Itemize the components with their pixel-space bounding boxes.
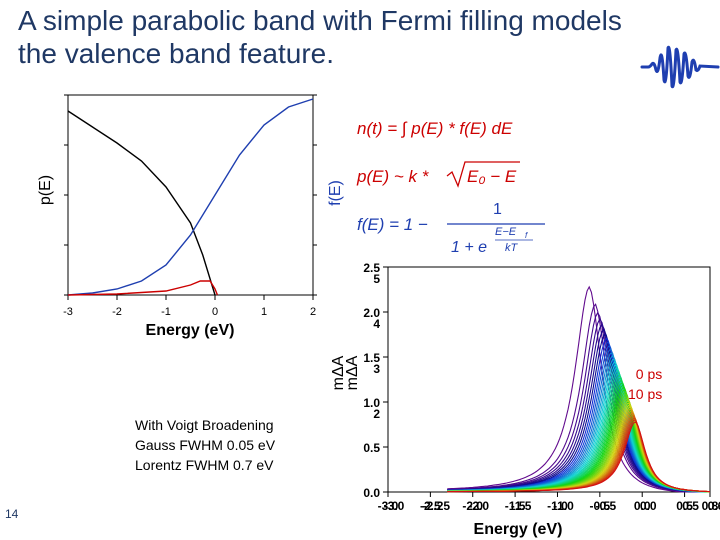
wave-packet-path (640, 45, 720, 89)
y-tick-label: 2.0 (363, 306, 380, 320)
x-tick-label: -2.5 (420, 499, 441, 513)
x-tick-label: -2 (112, 306, 122, 318)
x-tick-label: 0.5 (676, 499, 693, 513)
note-line-3: Lorentz FWHM 0.7 eV (135, 457, 274, 473)
x-tick-label: -2.0 (462, 499, 483, 513)
x-tick-label-overlap: 0.6 (708, 499, 720, 513)
x-tick-label-overlap: -0.5 (595, 499, 616, 513)
y-axis-label-secondary: mΔA (344, 355, 361, 390)
equation-f-e-lhs: f(E) = 1 − (357, 215, 428, 234)
legend-end: 10 ps (628, 386, 663, 402)
y-tick-label: 2.5 (363, 261, 380, 275)
x-tick-label: 2 (310, 306, 316, 318)
spectrum-curve (447, 285, 710, 493)
spectrum-curve (447, 311, 710, 493)
x-tick-label-overlap: -3.0 (384, 499, 405, 513)
sqrt-symbol (446, 161, 520, 188)
x-axis-label: Energy (eV) (146, 322, 235, 339)
x-tick-label-overlap: 0.0 (640, 499, 657, 513)
y-tick-label-secondary: 4 (373, 317, 380, 331)
time-legend: 0 ps 10 ps (628, 364, 662, 404)
equation-n-t: n(t) = ∫ p(E) * f(E) dE (357, 119, 513, 138)
equation-f-e-numerator: 1 (493, 201, 502, 218)
y-tick-label: 0.5 (363, 441, 380, 455)
series-line-2 (67, 280, 219, 296)
y-tick-label: 1.0 (363, 396, 380, 410)
x-tick-label: 0 (212, 306, 218, 318)
wave-packet-logo (640, 45, 720, 89)
spectrum-curve (447, 421, 711, 493)
equation-exp-subscript: f (525, 231, 528, 240)
x-tick-label-overlap: -2.25 (423, 499, 451, 513)
y-axis-label: mΔA (330, 355, 347, 390)
x-tick-label-overlap: -1.0 (553, 499, 574, 513)
y-axis-label-left: p(E) (37, 175, 54, 205)
note-line-1: With Voigt Broadening (135, 417, 274, 433)
x-tick-label: -1.0 (547, 499, 568, 513)
x-tick-label: -3.0 (378, 499, 399, 513)
x-tick-label: -1 (161, 306, 171, 318)
y-tick-label: 1.5 (363, 351, 380, 365)
x-tick-label: -0.5 (589, 499, 610, 513)
equation-exp-numerator: E−E (495, 226, 517, 238)
transient-absorption-chart: 0.0 0.5 1.0 1.5 2.0 2.55 4 3 2 -3.0-3.0 -2.5-2.25… (330, 261, 720, 538)
y-tick-label: 0.0 (363, 486, 380, 500)
x-tick-label-overlap: -2.0 (468, 499, 489, 513)
page-number: 14 (5, 507, 19, 521)
slide-title: A simple parabolic band with Fermi filli… (18, 5, 622, 69)
x-tick-label: -1.5 (505, 499, 526, 513)
plot-frame (67, 94, 314, 296)
dos-fermi-chart: -3 -2 -1 0 1 2 Energy (eV) p(E) f(E) (37, 94, 344, 339)
equation-exp-denominator: kT (505, 242, 519, 254)
series-line-0 (67, 110, 216, 296)
y-axis-label-right: f(E) (327, 180, 344, 206)
x-tick-label: 0.8 (702, 499, 719, 513)
x-tick-label-overlap: 0.5 (682, 499, 699, 513)
spectrum-curve (447, 366, 711, 493)
x-tick-label: -3 (63, 306, 73, 318)
equation-f-e-denominator: 1 + e (451, 239, 487, 256)
equation-p-e-lhs: p(E) ~ k * (356, 167, 430, 186)
note-line-2: Gauss FWHM 0.05 eV (135, 437, 276, 453)
x-tick-label-overlap: -1.5 (511, 499, 532, 513)
y-tick-label-secondary: 2 (373, 407, 380, 421)
y-tick-label-secondary: 3 (373, 362, 380, 376)
equation-p-e-radicand: E₀ − E (467, 167, 517, 186)
plot-frame-2 (387, 266, 711, 493)
y-tick-label-secondary: 5 (373, 272, 380, 286)
equation-block: n(t) = ∫ p(E) * f(E) dE p(E) ~ k * E₀ − … (355, 110, 585, 270)
x-tick-label: 0.0 (634, 499, 651, 513)
legend-start: 0 ps (635, 366, 663, 382)
voigt-notes: With Voigt Broadening Gauss FWHM 0.05 eV… (135, 415, 275, 475)
series-line-1 (67, 98, 314, 296)
x-axis-label-2: Energy (eV) (474, 521, 563, 538)
x-tick-label: 1 (261, 306, 267, 318)
